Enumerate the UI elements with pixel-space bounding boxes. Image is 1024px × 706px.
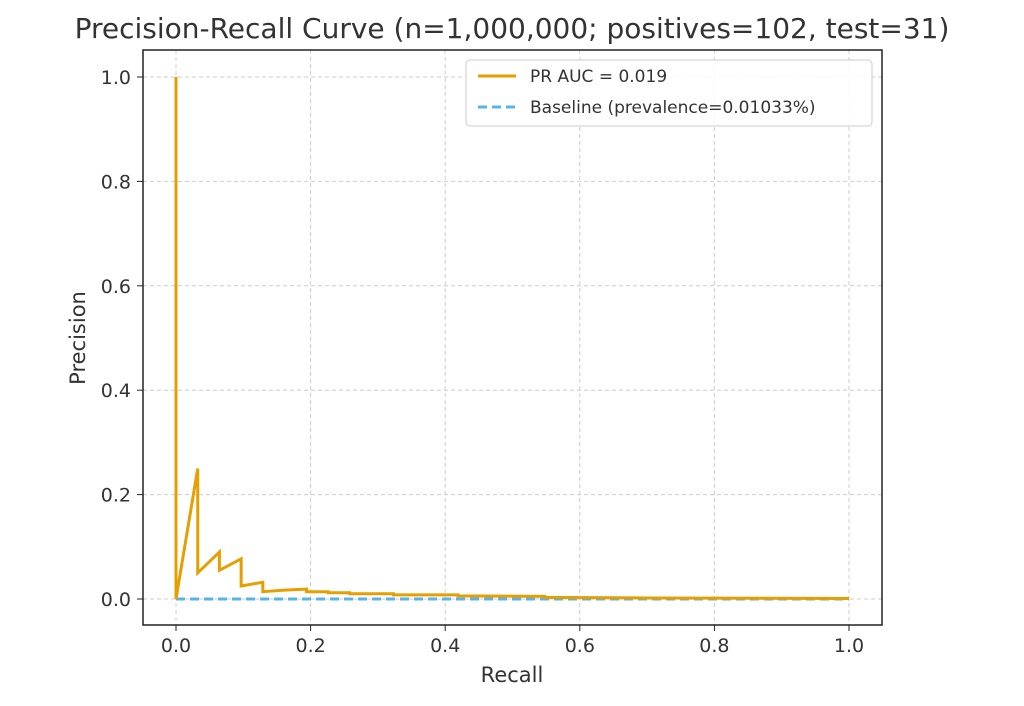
x-tick-label: 0.4 <box>430 635 460 657</box>
x-tick-label: 0.0 <box>161 635 191 657</box>
x-axis-label: Recall <box>481 663 544 687</box>
y-tick-label: 0.0 <box>101 589 131 611</box>
y-tick-label: 0.2 <box>101 485 131 507</box>
y-tick-label: 0.6 <box>101 276 131 298</box>
chart-title: Precision-Recall Curve (n=1,000,000; pos… <box>75 12 950 45</box>
x-tick-label: 0.2 <box>295 635 325 657</box>
y-tick-label: 0.4 <box>101 380 131 402</box>
x-tick-label: 0.8 <box>699 635 729 657</box>
legend: PR AUC = 0.019 Baseline (prevalence=0.01… <box>465 59 873 127</box>
x-tick-label: 0.6 <box>565 635 595 657</box>
x-tick-label: 1.0 <box>834 635 864 657</box>
legend-label-baseline: Baseline (prevalence=0.01033%) <box>530 98 816 118</box>
y-tick-label: 0.8 <box>101 171 131 193</box>
y-axis-label: Precision <box>66 291 90 385</box>
pr-curve-line <box>174 77 850 600</box>
plot-frame <box>142 49 883 626</box>
y-tick-label: 1.0 <box>101 67 131 89</box>
legend-label-pr: PR AUC = 0.019 <box>530 67 667 87</box>
